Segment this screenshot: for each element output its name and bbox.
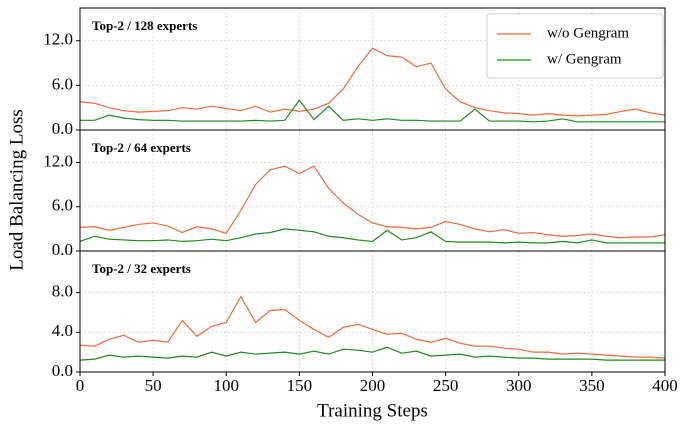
x-tick-label: 0 — [76, 376, 85, 395]
y-tick-label: 0.0 — [52, 240, 73, 259]
x-tick-label: 300 — [506, 376, 532, 395]
line-series — [80, 165, 665, 239]
y-axis-label: Load Balancing Loss — [6, 109, 27, 270]
panel-title: Top-2 / 64 experts — [92, 140, 191, 155]
line-series — [80, 295, 665, 359]
y-tick-label: 4.0 — [52, 321, 73, 340]
x-tick-label: 200 — [360, 376, 386, 395]
legend-box — [486, 13, 664, 79]
x-tick-label: 250 — [433, 376, 459, 395]
y-tick-label: 12.0 — [43, 151, 73, 170]
y-tick-label: 12.0 — [43, 30, 73, 49]
y-tick-label: 6.0 — [52, 74, 73, 93]
plot-frame — [79, 250, 666, 373]
line-series — [80, 99, 665, 123]
y-tick-label: 0.0 — [52, 119, 73, 138]
line-series — [80, 228, 665, 244]
x-tick-label: 350 — [579, 376, 605, 395]
y-tick-label: 8.0 — [52, 282, 73, 301]
x-axis-label: Training Steps — [317, 400, 428, 421]
x-tick-label: 150 — [287, 376, 313, 395]
x-tick-label: 400 — [652, 376, 678, 395]
legend-label: w/o Gengram — [547, 25, 629, 41]
line-series — [80, 47, 665, 117]
y-tick-label: 0.0 — [52, 361, 73, 380]
panel-title: Top-2 / 128 experts — [92, 18, 197, 33]
line-series — [80, 346, 665, 361]
x-tick-label: 50 — [145, 376, 162, 395]
panel-title: Top-2 / 32 experts — [92, 261, 191, 276]
x-tick-label: 100 — [214, 376, 240, 395]
legend-label: w/ Gengram — [547, 51, 622, 67]
y-tick-label: 6.0 — [52, 196, 73, 215]
